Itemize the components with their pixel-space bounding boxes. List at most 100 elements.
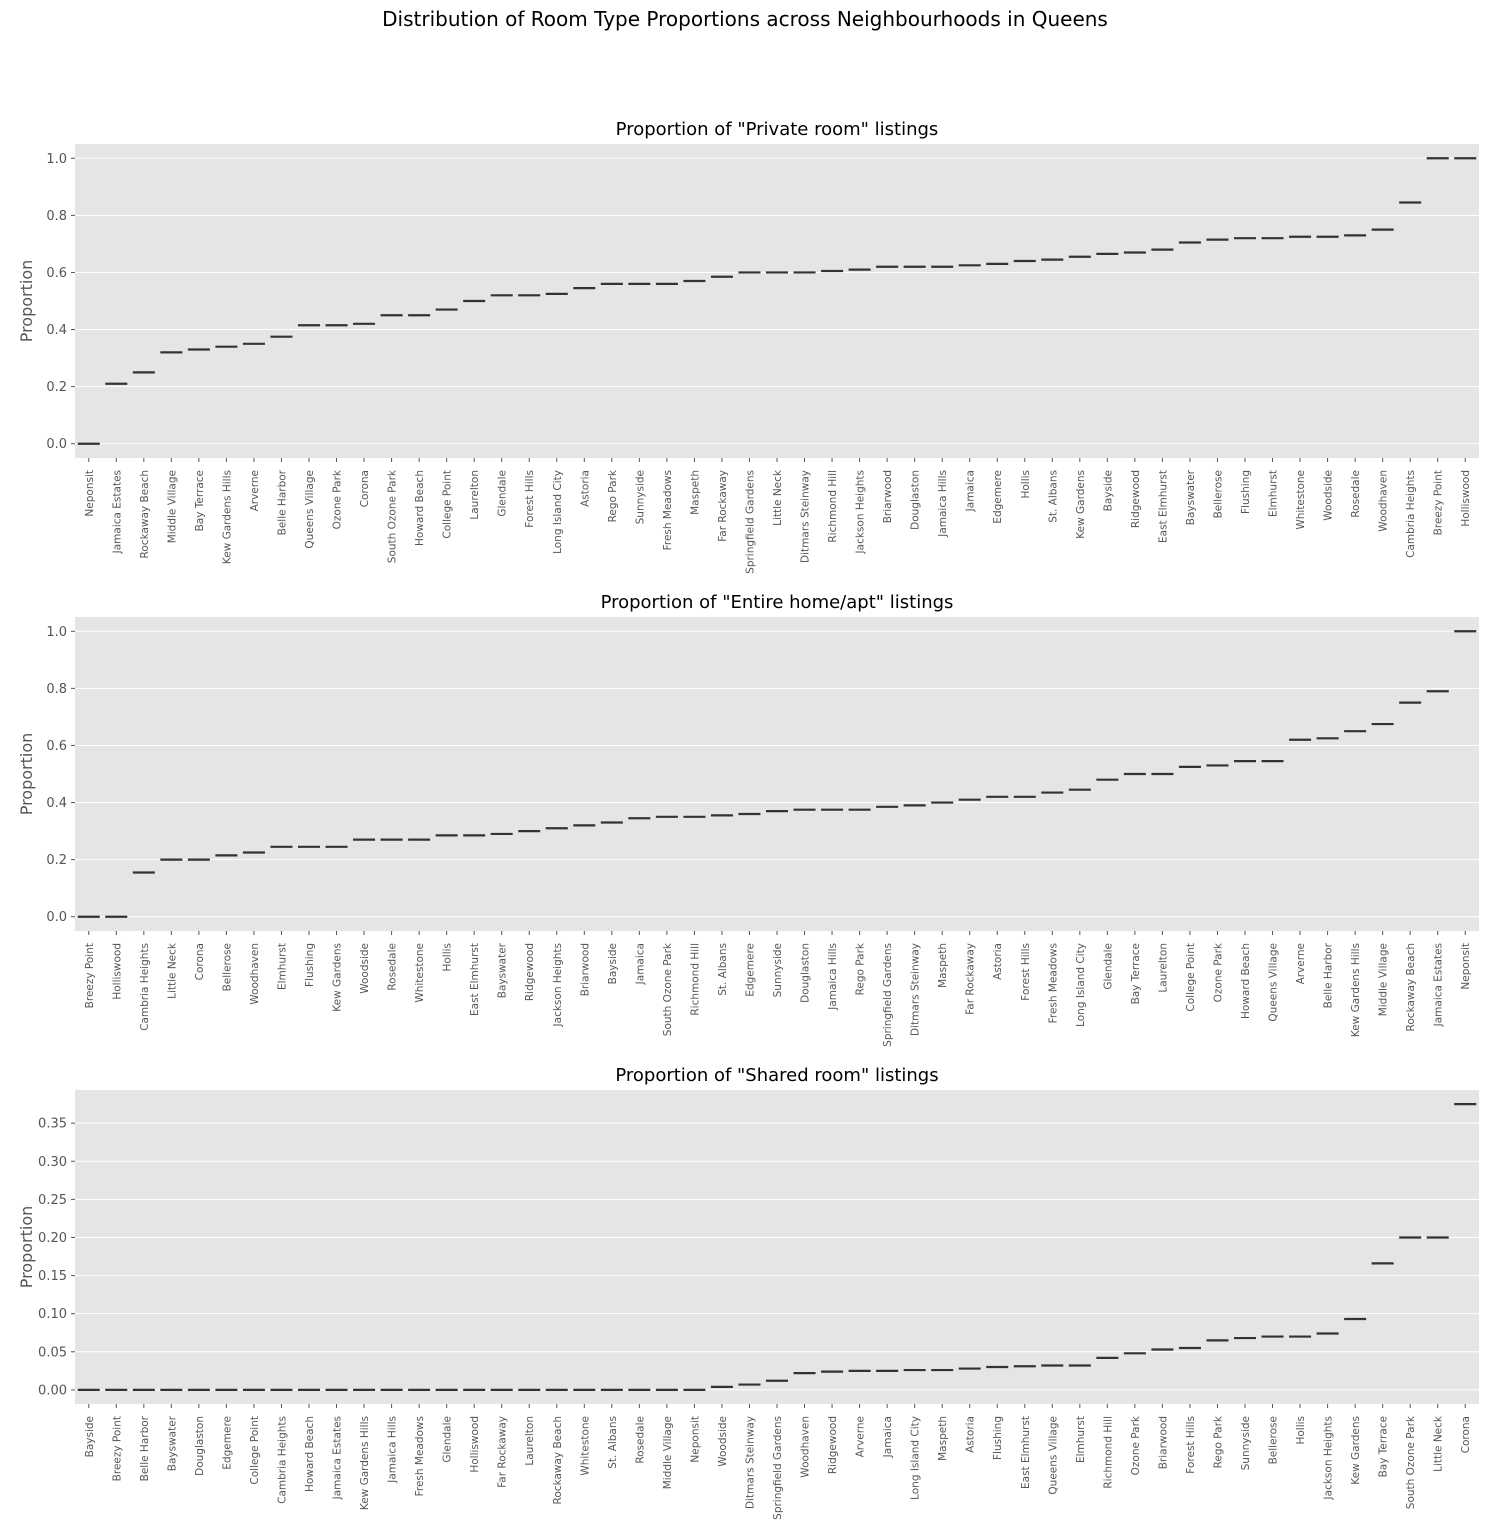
x-tick-label: Holliswood (1460, 470, 1472, 527)
y-tick-label: 0.2 (46, 380, 67, 395)
x-tick-label: South Ozone Park (387, 469, 399, 563)
x-tick-label: East Elmhurst (469, 943, 481, 1016)
x-tick-label: Bayside (84, 1416, 96, 1457)
x-tick-label: Whitestone (1295, 470, 1307, 530)
x-tick-label: Far Rockaway (965, 943, 977, 1015)
x-tick-label: Long Island City (1075, 943, 1087, 1027)
x-tick-label: Cambria Heights (276, 1416, 288, 1504)
x-tick-label: Woodside (717, 1416, 729, 1467)
x-tick-label: Richmond Hill (689, 943, 701, 1016)
x-tick-label: Jamaica (882, 1416, 894, 1458)
y-tick-label: 0.00 (38, 1383, 67, 1398)
x-tick-label: Middle Village (662, 1416, 674, 1489)
x-tick-label: Jamaica Estates (1433, 943, 1445, 1027)
x-tick-label: Breezy Point (111, 1416, 123, 1481)
x-tick-label: St. Albans (717, 943, 729, 996)
x-tick-label: Little Neck (1433, 1415, 1445, 1472)
x-tick-label: Bay Terrace (194, 470, 206, 531)
x-tick-label: Neponsit (689, 1416, 701, 1463)
x-tick-label: Queens Village (304, 470, 316, 549)
x-tick-label: Bay Terrace (1378, 1416, 1390, 1477)
x-tick-label: Little Neck (772, 469, 784, 526)
y-tick-label: 0.10 (38, 1307, 67, 1322)
x-tick-label: Rosedale (387, 943, 399, 991)
x-tick-label: Jackson Heights (552, 943, 564, 1027)
subplot-1: 0.0 0.2 0.4 0.6 0.8 1.0 Proportion of "Private… (17, 119, 1479, 574)
x-tick-label: Belle Harbor (1323, 942, 1335, 1008)
x-tick-label: Sunnyside (1240, 1416, 1252, 1470)
x-tick-label: Flushing (1240, 470, 1252, 514)
plot-area (75, 617, 1479, 931)
x-tick-label: Elmhurst (1075, 1416, 1087, 1463)
x-tick-label: Rego Park (1212, 1415, 1224, 1468)
x-tick-label: Briarwood (579, 943, 591, 996)
y-tick-label: 0.25 (38, 1193, 67, 1208)
x-tick-label: St. Albans (607, 1416, 619, 1469)
y-tick-label: 0.15 (38, 1269, 67, 1284)
x-tick-label: Forest Hills (1020, 943, 1032, 1001)
x-tick-label: Fresh Meadows (662, 470, 674, 550)
x-tick-label: Belle Harbor (276, 469, 288, 535)
x-tick-label: Elmhurst (1268, 470, 1280, 517)
x-tick-label: Jamaica (965, 470, 977, 512)
x-tick-label: Forest Hills (524, 470, 536, 528)
x-tick-label: Douglaston (800, 943, 812, 1003)
x-tick-label: Briarwood (882, 470, 894, 523)
x-tick-label: Queens Village (1047, 1416, 1059, 1495)
subplot-title: Proportion of "Shared room" listings (615, 1065, 938, 1086)
x-tick-label: Howard Beach (414, 470, 426, 546)
x-tick-label: Laurelton (469, 470, 481, 520)
y-axis-label: Proportion (17, 1206, 36, 1289)
x-tick-label: Jamaica (634, 943, 646, 985)
x-tick-label: Neponsit (84, 470, 96, 517)
y-tick-label: 0.6 (46, 739, 67, 754)
x-tick-label: East Elmhurst (1157, 470, 1169, 543)
x-tick-label: Far Rockaway (497, 1416, 509, 1488)
x-tick-label: Flushing (992, 1416, 1004, 1460)
x-tick-label: Rockaway Beach (1405, 943, 1417, 1031)
x-tick-label: Rego Park (855, 942, 867, 995)
y-tick-label: 0.20 (38, 1231, 67, 1246)
x-tick-label: Holliswood (111, 943, 123, 1000)
x-tick-label: Hollis (1295, 1416, 1307, 1445)
x-tick-label: Arverne (1295, 943, 1307, 984)
x-tick-label: Flushing (304, 943, 316, 987)
x-tick-label: Kew Gardens Hills (221, 470, 233, 564)
x-tick-label: Ridgewood (524, 943, 536, 1001)
x-tick-label: Laurelton (1157, 943, 1169, 993)
x-tick-label: Elmhurst (276, 943, 288, 990)
y-tick-label: 0.30 (38, 1155, 67, 1170)
x-tick-label: Bayside (607, 943, 619, 984)
plot-area (75, 1090, 1479, 1404)
y-tick-label: 0.8 (46, 682, 67, 697)
subplot-2: 0.0 0.2 0.4 0.6 0.8 1.0 Proportion of "Entire … (17, 592, 1479, 1047)
x-tick-label: Bellerose (1212, 470, 1224, 518)
x-tick-label: St. Albans (1047, 470, 1059, 523)
x-tick-label: Ditmars Steinway (744, 1416, 756, 1509)
x-tick-label: Belle Harbor (139, 1415, 151, 1481)
x-tick-label: Glendale (1102, 943, 1114, 990)
x-tick-label: Whitestone (414, 943, 426, 1003)
plot-area (75, 144, 1479, 458)
x-tick-label: Breezy Point (1433, 470, 1445, 535)
x-tick-label: Howard Beach (1240, 943, 1252, 1019)
y-tick-label: 0.6 (46, 266, 67, 281)
x-tick-label: Ditmars Steinway (800, 470, 812, 563)
x-tick-label: Rego Park (607, 469, 619, 522)
x-tick-label: Bayswater (166, 1415, 178, 1471)
x-tick-label: Laurelton (524, 1416, 536, 1466)
x-tick-label: Bayswater (497, 942, 509, 998)
x-tick-label: Maspeth (937, 943, 949, 988)
x-tick-label: Maspeth (689, 470, 701, 515)
x-tick-label: Kew Gardens Hills (359, 1416, 371, 1510)
x-tick-label: Woodside (1323, 470, 1335, 521)
x-tick-label: Ridgewood (1130, 470, 1142, 528)
x-tick-label: Douglaston (194, 1416, 206, 1476)
x-tick-label: Jackson Heights (1323, 1416, 1335, 1500)
x-tick-label: Kew Gardens (1075, 470, 1087, 539)
x-tick-label: Springfield Gardens (772, 1416, 784, 1520)
x-tick-label: Bellerose (1268, 1416, 1280, 1464)
x-tick-label: Neponsit (1460, 943, 1472, 990)
